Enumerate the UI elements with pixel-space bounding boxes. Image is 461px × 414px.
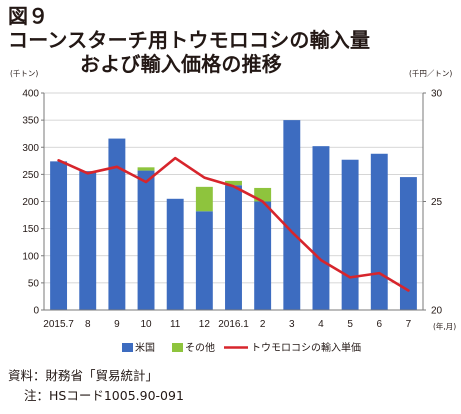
legend-swatch-other [172, 343, 183, 352]
bar-other [137, 167, 155, 171]
x-tick-label: 3 [289, 319, 295, 330]
title-line-2: および輸入価格の推移 [80, 52, 282, 76]
bar-other [225, 180, 242, 186]
x-tick-label: 9 [114, 319, 120, 330]
right-tick-label: 25 [431, 197, 443, 208]
x-tick-label: 8 [85, 319, 91, 330]
right-axis-unit: (千円／トン) [409, 68, 452, 78]
bar-other [195, 186, 213, 212]
legend-swatch-us [122, 343, 133, 352]
x-tick-label: 5 [347, 319, 353, 330]
x-tick-label: 7 [406, 319, 412, 330]
left-axis-unit: (千トン) [10, 68, 38, 78]
bar-us [108, 138, 126, 310]
left-tick-label: 100 [22, 251, 39, 262]
bar-us [283, 120, 301, 310]
price-line-layer [57, 156, 410, 292]
left-tick-label: 200 [22, 197, 39, 208]
legend-label-us: 米国 [135, 341, 155, 354]
title-text-1: コーンスターチ用トウモロコシの輸入量 [8, 28, 371, 52]
chart-area: (千トン) (千円／トン) (年,月) 05010015020025030035… [10, 68, 456, 354]
source-notes: 資料：財務省「貿易統計」 注：HSコード1005.90-091 [8, 366, 184, 406]
chart-title: 図９ コーンスターチ用トウモロコシの輸入量 および輸入価格の推移 [8, 4, 370, 76]
bars [50, 120, 417, 310]
bar-us [79, 171, 97, 310]
x-tick-label: 6 [376, 319, 382, 330]
bar-us [137, 170, 155, 310]
x-tick-label: 12 [199, 319, 211, 330]
x-tick-label: 2015.7 [43, 319, 74, 330]
bar-us [50, 161, 68, 310]
legend-label-other: その他 [185, 341, 215, 354]
bar-us [166, 198, 184, 310]
x-tick-label: 11 [170, 319, 181, 330]
bar-us [370, 153, 388, 310]
bar-us [399, 177, 417, 310]
left-tick-label: 50 [28, 278, 40, 289]
left-tick-label: 250 [22, 170, 39, 181]
x-tick-label: 2 [260, 319, 266, 330]
left-tick-label: 350 [22, 116, 39, 127]
x-axis-unit: (年,月) [433, 321, 456, 331]
right-tick-label: 20 [431, 306, 443, 317]
x-tick-label: 2016.1 [218, 319, 249, 330]
title-line-1: 図９ コーンスターチ用トウモロコシの輸入量 [8, 4, 370, 52]
left-tick-label: 400 [22, 89, 39, 100]
note-line: 注：HSコード1005.90-091 [24, 388, 184, 403]
figure-number: 図９ [8, 4, 49, 28]
bar-us [312, 146, 330, 310]
legend: 米国 その他 トウモロコシの輸入単価 [122, 341, 361, 354]
x-tick-label: 4 [318, 319, 324, 330]
bar-us [195, 211, 213, 310]
bar-us [225, 185, 242, 310]
source-line: 資料：財務省「貿易統計」 [8, 368, 159, 383]
legend-label-price: トウモロコシの輸入単価 [251, 341, 361, 354]
left-tick-label: 150 [22, 224, 39, 235]
right-tick-label: 30 [431, 89, 443, 100]
axes [41, 92, 426, 311]
bar-us [254, 201, 272, 310]
left-tick-label: 300 [22, 143, 39, 154]
x-tick-label: 10 [140, 319, 152, 330]
left-tick-label: 0 [33, 306, 39, 317]
bar-us [341, 159, 359, 310]
